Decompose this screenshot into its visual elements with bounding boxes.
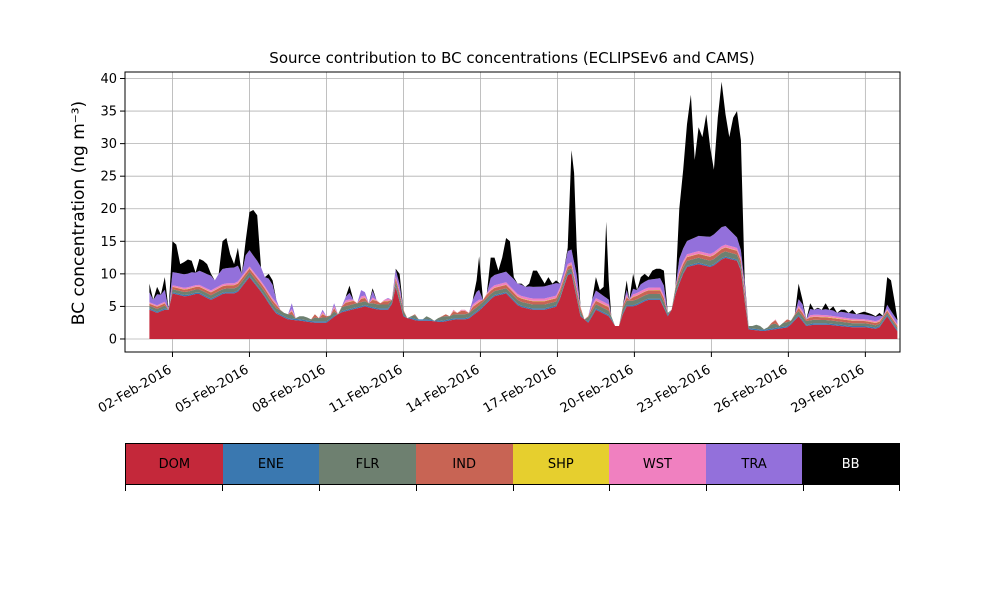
x-tick-label: 20-Feb-2016 <box>558 362 637 416</box>
legend-ene: ENE <box>222 444 320 484</box>
x-tick-label: 26-Feb-2016 <box>712 362 791 416</box>
y-tick-label: 30 <box>100 137 117 152</box>
y-axis-label: BC concentration (ng m⁻³) <box>69 101 89 325</box>
y-tick-label: 5 <box>109 300 117 315</box>
bc-source-area-chart: 0 5 10 15 20 25 30 35 40 02-Feb-201605-Feb-201608… <box>69 49 901 416</box>
y-tick-label: 35 <box>100 105 117 120</box>
legend-tick <box>899 485 900 491</box>
x-tick-label: 08-Feb-2016 <box>250 362 329 416</box>
y-tick-label: 20 <box>100 202 117 217</box>
axes-frame <box>124 71 901 353</box>
legend-tick <box>512 485 514 491</box>
legend-wst: WST <box>609 444 706 484</box>
legend-tick <box>415 485 417 491</box>
legend-tick <box>706 485 708 491</box>
y-tick-label: 0 <box>109 332 117 347</box>
legend-shp: SHP <box>512 444 610 484</box>
area-ene <box>149 256 898 332</box>
area-flr <box>149 251 898 330</box>
legend-ind: IND <box>415 444 513 484</box>
legend-flr: FLR <box>319 444 416 484</box>
x-tick-label: 14-Feb-2016 <box>404 362 483 416</box>
area-dom <box>149 257 898 339</box>
legend-tick <box>609 485 611 491</box>
x-tick-label: 17-Feb-2016 <box>481 362 560 416</box>
legend-tick <box>221 485 223 491</box>
legend-tick <box>803 485 805 491</box>
legend-tick <box>318 485 320 491</box>
legend-bb: BB <box>802 444 899 484</box>
x-tick-label: 29-Feb-2016 <box>789 362 868 416</box>
x-tick-label: 05-Feb-2016 <box>173 362 252 416</box>
source-legend-bar: DOM ENE FLR IND SHP WST TRA BB <box>125 443 900 485</box>
legend-dom: DOM <box>126 444 223 484</box>
y-tick-label: 40 <box>100 72 117 87</box>
area-tra <box>149 226 898 330</box>
x-tick-label: 23-Feb-2016 <box>635 362 714 416</box>
chart-title: Source contribution to BC concentrations… <box>269 49 754 67</box>
legend-tick <box>125 485 126 491</box>
stacked-areas <box>149 81 898 339</box>
legend-ticks <box>125 485 900 492</box>
y-tick-label: 15 <box>100 235 117 250</box>
legend-tra: TRA <box>705 444 803 484</box>
y-tick-label: 10 <box>100 267 117 282</box>
x-tick-label: 11-Feb-2016 <box>327 362 406 416</box>
x-tick-label: 02-Feb-2016 <box>96 362 175 416</box>
y-tick-label: 25 <box>100 170 117 185</box>
